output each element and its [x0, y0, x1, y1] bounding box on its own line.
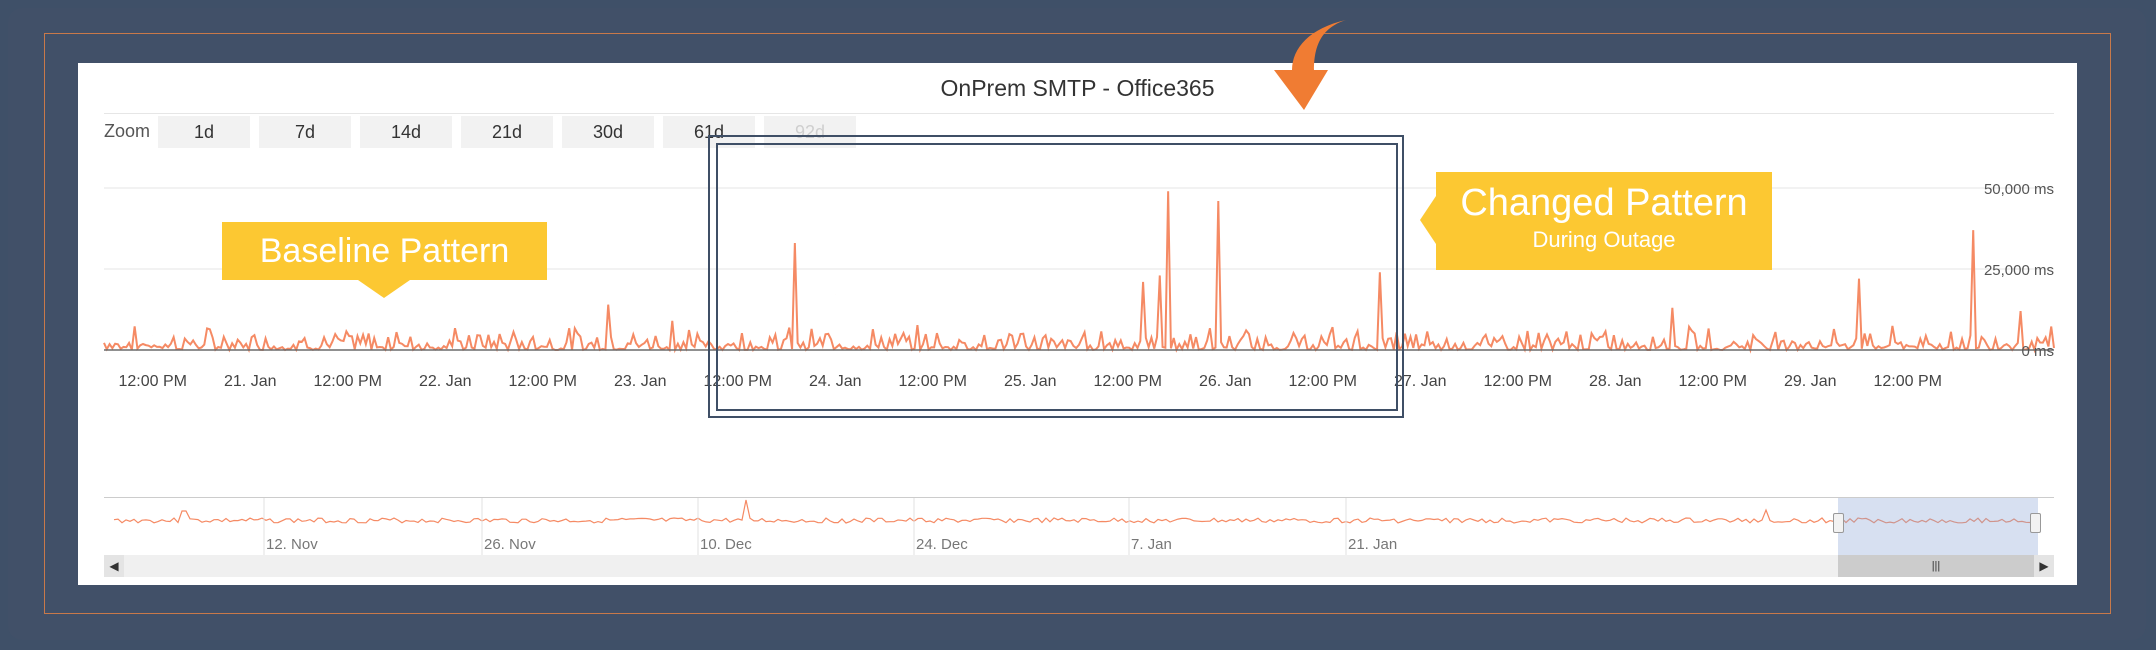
scroll-left-arrow[interactable]: ◀	[104, 555, 124, 577]
pointer-arrow-icon	[1274, 20, 1346, 110]
x-tick-label: 25. Jan	[1004, 373, 1056, 390]
x-tick-label: 23. Jan	[614, 373, 666, 390]
chart-panel: OnPrem SMTP - Office365 Zoom 1d 7d 14d 21d 3…	[78, 63, 2077, 585]
chart-title: OnPrem SMTP - Office365	[940, 75, 1215, 101]
x-tick-label: 29. Jan	[1784, 373, 1836, 390]
zoom-button-7d[interactable]: 7d	[259, 116, 351, 148]
x-tick-label: 28. Jan	[1589, 373, 1641, 390]
navigator-selection[interactable]	[1838, 498, 2038, 555]
x-tick-label: 12:00 PM	[1874, 373, 1942, 390]
navigator-series-layer	[113, 499, 2035, 524]
zoom-button-30d[interactable]: 30d	[562, 116, 654, 148]
x-tick-layer: 12:00 PM 21. Jan 12:00 PM 22. Jan 12:00 PM 23…	[119, 373, 1942, 390]
x-tick-label: 12:00 PM	[704, 373, 772, 390]
x-tick-label: 12:00 PM	[1289, 373, 1357, 390]
navigator-tick-label: 12. Nov	[266, 536, 318, 553]
navigator-series-line	[113, 499, 2035, 524]
inner-border	[44, 33, 2111, 614]
outage-highlight-box	[708, 135, 1404, 418]
y-tick-label: 50,000 ms	[1984, 181, 2054, 198]
navigator-right-handle[interactable]	[2030, 513, 2041, 533]
title-divider	[104, 113, 2054, 114]
changed-pattern-callout: Changed Pattern During Outage	[1420, 172, 1772, 270]
changed-pattern-title: Changed Pattern	[1460, 182, 1748, 224]
x-tick-label: 12:00 PM	[509, 373, 577, 390]
x-tick-label: 12:00 PM	[314, 373, 382, 390]
navigator-label-layer: 12. Nov 26. Nov 10. Dec 24. Dec 7. Jan 21. Ja…	[263, 497, 1397, 555]
zoom-button-14d[interactable]: 14d	[360, 116, 452, 148]
navigator-tick-label: 10. Dec	[700, 536, 752, 553]
baseline-pattern-callout: Baseline Pattern	[222, 222, 547, 298]
y-tick-label: 0 ms	[2021, 343, 2054, 360]
x-tick-label: 22. Jan	[419, 373, 471, 390]
series-line	[103, 191, 2055, 354]
navigator-tick-label: 7. Jan	[1131, 536, 1172, 553]
changed-pattern-subtitle: During Outage	[1532, 227, 1676, 252]
x-tick-label: 12:00 PM	[1679, 373, 1747, 390]
zoom-button-92d[interactable]: 92d	[764, 116, 856, 148]
x-tick-label: 24. Jan	[809, 373, 861, 390]
navigator-tick-label: 21. Jan	[1348, 536, 1397, 553]
scroll-right-arrow[interactable]: ▶	[2034, 555, 2054, 577]
x-tick-label: 12:00 PM	[1484, 373, 1552, 390]
navigator-tick-label: 26. Nov	[484, 536, 536, 553]
y-tick-label: 25,000 ms	[1984, 262, 2054, 279]
zoom-button-1d[interactable]: 1d	[158, 116, 250, 148]
scrollbar-track[interactable]	[104, 555, 2054, 577]
scrollbar-thumb[interactable]: |||	[1838, 555, 2034, 577]
x-tick-label: 21. Jan	[224, 373, 276, 390]
x-tick-label: 26. Jan	[1199, 373, 1251, 390]
navigator-left-handle[interactable]	[1833, 513, 1844, 533]
zoom-button-21d[interactable]: 21d	[461, 116, 553, 148]
x-tick-label: 12:00 PM	[899, 373, 967, 390]
x-tick-label: 27. Jan	[1394, 373, 1446, 390]
x-tick-label: 12:00 PM	[119, 373, 187, 390]
zoom-label: Zoom	[104, 121, 151, 141]
navigator-top-rule	[104, 497, 2054, 498]
y-tick-layer: 50,000 ms 25,000 ms 0 ms	[1984, 181, 2054, 360]
x-tick-label: 12:00 PM	[1094, 373, 1162, 390]
series-layer	[103, 181, 2055, 354]
outage-highlight-box-inner	[716, 143, 1398, 411]
navigator-tick-label: 24. Dec	[916, 536, 968, 553]
